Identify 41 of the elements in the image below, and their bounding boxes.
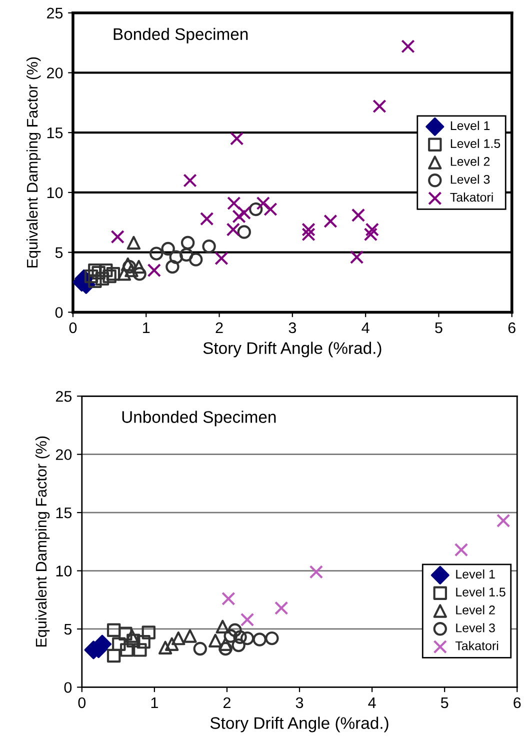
x-tick-label: 6 bbox=[508, 322, 516, 334]
x-tick-label: 1 bbox=[143, 322, 150, 334]
y-tick-label: 25 bbox=[47, 8, 63, 19]
y-tick-label: 20 bbox=[47, 68, 63, 78]
legend-label: Takatori bbox=[450, 192, 493, 202]
y-tick-label: 15 bbox=[56, 508, 72, 518]
legend-label: Level 3 bbox=[456, 623, 495, 632]
legend-label: Level 1.5 bbox=[450, 138, 500, 148]
y-axis-title: Equivalent Damping Factor (%) bbox=[35, 436, 50, 647]
legend-label: Level 2 bbox=[450, 156, 490, 166]
legend-label: Level 3 bbox=[450, 174, 490, 184]
x-tick-label: 1 bbox=[151, 697, 158, 708]
x-tick-label: 2 bbox=[216, 322, 223, 334]
y-tick-label: 0 bbox=[55, 307, 63, 318]
y-tick-label: 20 bbox=[56, 449, 72, 460]
x-axis-title: Story Drift Angle (%rad.) bbox=[210, 716, 388, 732]
x-tick-label: 3 bbox=[288, 322, 296, 334]
legend-label: Level 1 bbox=[450, 120, 490, 130]
y-tick-label: 25 bbox=[56, 391, 72, 402]
y-axis-title: Equivalent Damping Factor (%) bbox=[26, 57, 41, 268]
y-tick-label: 0 bbox=[64, 682, 72, 693]
y-tick-label: 15 bbox=[47, 128, 63, 138]
y-tick-label: 10 bbox=[47, 187, 63, 198]
y-tick-label: 5 bbox=[64, 624, 72, 635]
legend-label: Level 2 bbox=[456, 605, 495, 614]
x-tick-label: 6 bbox=[514, 697, 521, 708]
legend-label: Level 1.5 bbox=[456, 587, 506, 596]
legend-label: Level 1 bbox=[456, 569, 495, 579]
y-tick-label: 5 bbox=[55, 247, 63, 258]
y-tick-label: 10 bbox=[56, 566, 72, 576]
x-tick-label: 2 bbox=[223, 697, 230, 708]
x-tick-label: 0 bbox=[78, 697, 86, 708]
x-tick-label: 4 bbox=[368, 697, 376, 708]
x-tick-label: 4 bbox=[362, 322, 370, 334]
x-tick-label: 5 bbox=[440, 697, 448, 708]
x-tick-label: 3 bbox=[296, 697, 304, 708]
x-axis-title: Story Drift Angle (%rad.) bbox=[203, 342, 382, 358]
annotation: Unbonded Specimen bbox=[122, 410, 276, 426]
annotation: Bonded Specimen bbox=[114, 28, 248, 44]
x-tick-label: 5 bbox=[435, 322, 442, 334]
legend-label: Takatori bbox=[455, 641, 498, 650]
